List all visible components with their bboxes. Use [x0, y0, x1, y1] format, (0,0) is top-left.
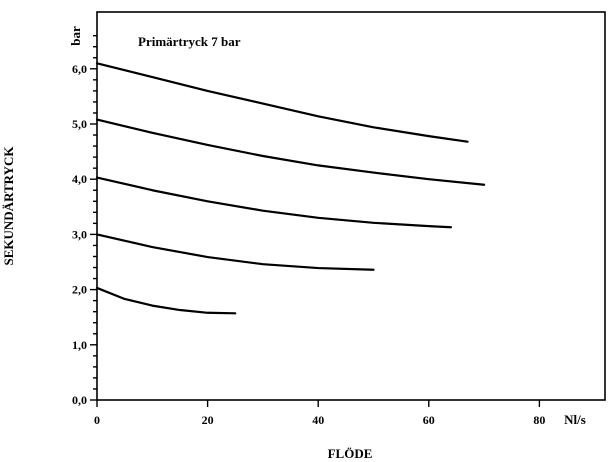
series-line — [95, 286, 237, 315]
series-line — [95, 118, 486, 186]
x-tick-label: 80 — [533, 413, 545, 427]
x-unit-label: Nl/s — [564, 412, 586, 427]
y-axis-title: SEKUNDÄRTRYCK — [1, 146, 16, 266]
series-line — [95, 176, 453, 229]
y-tick-label: 3,0 — [72, 227, 87, 241]
x-tick-label: 60 — [423, 413, 435, 427]
y-tick-label: 1,0 — [72, 338, 87, 352]
y-unit-label: bar — [68, 26, 83, 46]
x-tick-label: 40 — [312, 413, 324, 427]
x-axis-ticks: 0 20 40 60 80 — [94, 400, 545, 427]
series-line — [95, 62, 469, 143]
series-group — [95, 62, 486, 315]
y-axis-ticks: 0,0 1,0 2,0 3,0 4,0 5,0 6,0 — [72, 34, 97, 407]
chart-annotation: Primärtryck 7 bar — [138, 34, 241, 49]
y-tick-label: 5,0 — [72, 117, 87, 131]
y-tick-label: 0,0 — [72, 393, 87, 407]
y-tick-label: 4,0 — [72, 172, 87, 186]
y-tick-label: 6,0 — [72, 62, 87, 76]
plot-frame — [96, 11, 606, 401]
x-tick-label: 20 — [202, 413, 214, 427]
y-tick-label: 2,0 — [72, 283, 87, 297]
x-tick-label: 0 — [94, 413, 100, 427]
series-line — [95, 233, 375, 271]
x-axis-title: FLÖDE — [328, 446, 373, 461]
